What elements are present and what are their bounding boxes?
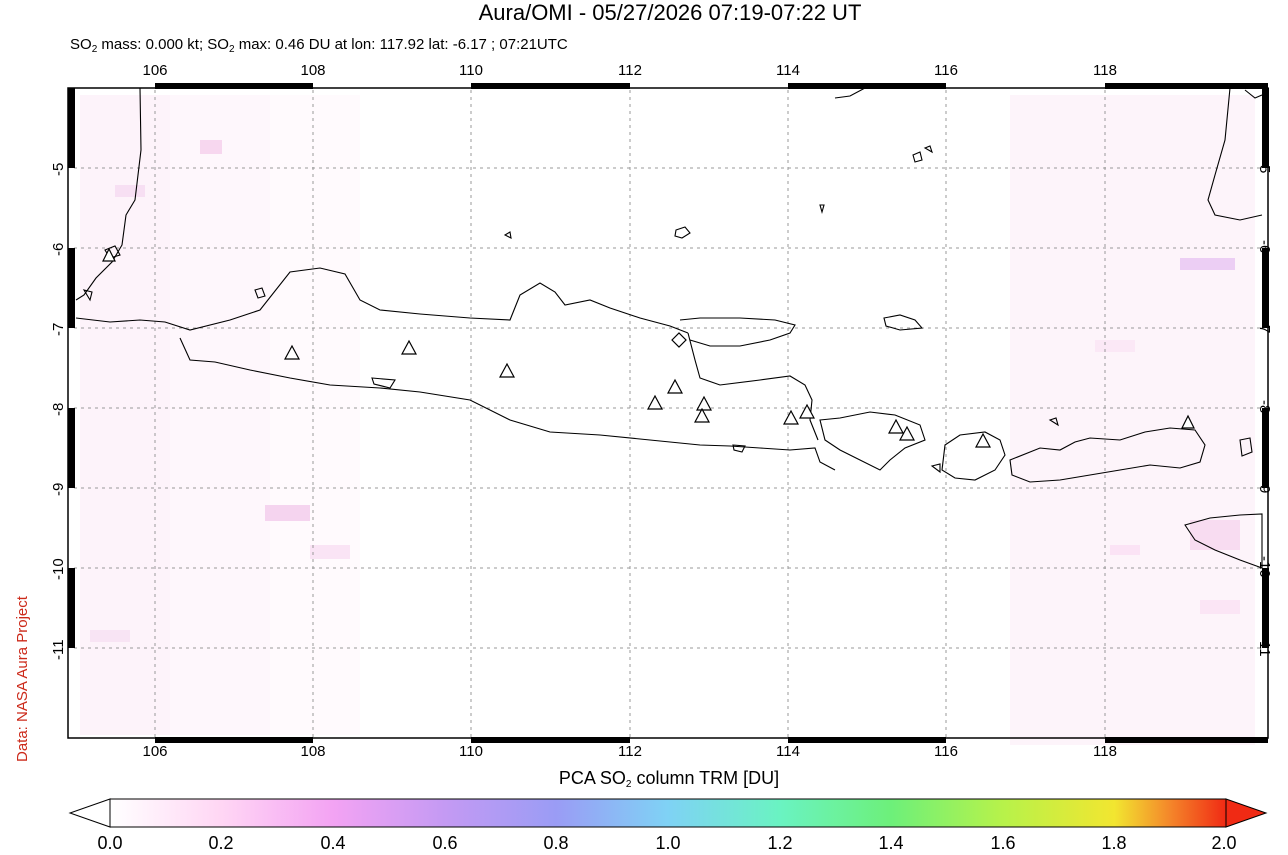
lat-tick-right: -9 — [1256, 480, 1273, 494]
map-frame — [67, 83, 1269, 743]
triangle-icon — [693, 407, 711, 423]
coastlines — [75, 87, 1263, 569]
lon-tick-top: 108 — [300, 62, 326, 79]
diamond-icon — [671, 332, 687, 348]
graticule — [74, 90, 1263, 738]
colorbar-tick: 1.4 — [878, 833, 904, 853]
lat-tick-left: -10 — [50, 558, 67, 580]
lat-tick-right: -10 — [1256, 556, 1273, 578]
lon-tick-top: 106 — [142, 62, 168, 79]
colorbar-tick: 1.0 — [655, 833, 681, 853]
colorbar-tick: 1.8 — [1101, 833, 1127, 853]
lon-tick-bottom: 112 — [618, 743, 642, 760]
lon-tick-bottom: 110 — [459, 743, 483, 760]
colorbar — [68, 798, 1268, 828]
triangle-icon — [887, 418, 905, 434]
colorbar-tick: 2.0 — [1211, 833, 1237, 853]
lat-tick-right: -6 — [1256, 240, 1273, 254]
lat-tick-left: -11 — [50, 639, 67, 660]
triangle-icon — [666, 378, 684, 394]
lon-tick-bottom: 114 — [776, 743, 800, 760]
colorbar-tick: 0.8 — [543, 833, 569, 853]
lat-tick-right: -8 — [1256, 400, 1273, 414]
lat-tick-left: -5 — [50, 162, 67, 176]
lat-tick-left: -9 — [50, 482, 67, 496]
lon-tick-bottom: 106 — [142, 743, 168, 760]
triangle-icon — [695, 395, 713, 411]
volcano-markers — [102, 247, 1195, 448]
triangle-icon — [898, 425, 916, 441]
triangle-icon — [782, 409, 800, 425]
lon-tick-bottom: 116 — [934, 743, 958, 760]
triangle-icon — [400, 339, 418, 355]
lon-tick-top: 118 — [1093, 62, 1117, 79]
lon-tick-top: 112 — [618, 62, 642, 79]
triangle-icon — [102, 247, 116, 262]
lon-tick-bottom: 118 — [1093, 743, 1117, 760]
colorbar-tick: 0.4 — [320, 833, 346, 853]
triangle-icon — [974, 432, 992, 448]
lat-tick-left: -7 — [50, 322, 67, 336]
lat-tick-left: -6 — [50, 242, 67, 256]
lon-tick-top: 110 — [459, 62, 483, 79]
colorbar-title: PCA SO2 column TRM [DU] — [558, 768, 780, 790]
triangle-icon — [1181, 414, 1195, 429]
triangle-icon — [646, 394, 664, 410]
map-subtitle: SO2 mass: 0.000 kt; SO2 max: 0.46 DU at … — [70, 36, 568, 55]
lon-tick-top: 114 — [776, 62, 800, 79]
colorbar-tick: 1.2 — [767, 833, 793, 853]
colorbar-tick: 0.2 — [208, 833, 234, 853]
lat-tick-right: -11 — [1256, 636, 1273, 657]
map-title: Aura/OMI - 05/27/2026 07:19-07:22 UT — [478, 0, 862, 25]
lat-tick-left: -8 — [50, 402, 67, 416]
triangle-icon — [498, 362, 516, 378]
lat-tick-right: -7 — [1256, 320, 1273, 334]
colorbar-tick: 0.0 — [97, 833, 123, 853]
triangle-icon — [798, 403, 816, 419]
colorbar-tick: 1.6 — [990, 833, 1016, 853]
lat-tick-right: -5 — [1256, 160, 1273, 174]
colorbar-tick: 0.6 — [432, 833, 458, 853]
lon-tick-top: 116 — [934, 62, 958, 79]
lon-tick-bottom: 108 — [300, 743, 326, 760]
triangle-icon — [283, 344, 301, 360]
